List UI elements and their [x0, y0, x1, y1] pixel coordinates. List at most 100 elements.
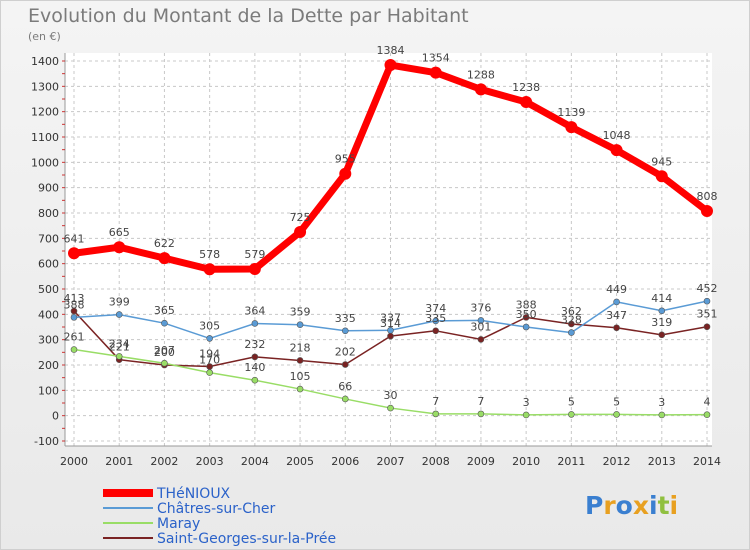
data-label: 337	[380, 311, 401, 324]
data-point	[477, 410, 485, 418]
data-point	[387, 404, 394, 412]
data-label: 362	[561, 305, 582, 318]
data-point	[251, 376, 259, 384]
data-label: 5	[613, 395, 620, 408]
data-point	[115, 353, 123, 360]
series	[68, 59, 713, 419]
data-point	[658, 307, 666, 315]
x-tick-label: 2003	[196, 455, 224, 468]
legend: THéNIOUXChâtres-sur-CherMaraySaint-Georg…	[103, 486, 336, 547]
logo-letter: P	[585, 491, 604, 520]
data-point	[429, 66, 442, 79]
data-point	[387, 332, 394, 340]
data-point	[477, 317, 485, 324]
legend-label: Saint-Georges-sur-la-Prée	[157, 531, 336, 547]
data-point	[520, 96, 533, 109]
data-label: 328	[561, 314, 582, 327]
y-tick-label: 200	[38, 359, 59, 372]
data-label: 335	[425, 312, 446, 325]
data-point	[522, 323, 530, 331]
data-point	[296, 385, 304, 393]
data-label: 7	[477, 395, 484, 408]
data-label: 622	[154, 237, 175, 250]
data-label: 1048	[603, 129, 631, 142]
data-label: 7	[432, 395, 439, 408]
data-point	[432, 327, 440, 335]
data-point	[613, 411, 620, 418]
data-point	[158, 252, 171, 265]
x-tick-label: 2001	[105, 455, 133, 468]
x-tick-label: 2008	[422, 455, 450, 468]
data-label: 449	[606, 283, 627, 296]
data-point	[206, 335, 213, 342]
x-tick-label: 2014	[693, 455, 721, 468]
x-tick-label: 2009	[467, 455, 495, 468]
data-point	[70, 314, 78, 321]
data-label: 808	[697, 190, 718, 203]
data-label: 452	[697, 282, 718, 295]
x-tick-label: 2007	[377, 455, 405, 468]
legend-label: THéNIOUX	[156, 486, 231, 502]
data-label: 351	[697, 308, 718, 321]
data-point	[610, 144, 623, 157]
data-label: 347	[606, 309, 627, 322]
x-tick-label: 2013	[648, 455, 676, 468]
data-label: 3	[658, 396, 665, 409]
data-point	[296, 357, 304, 364]
y-tick-label: 700	[38, 232, 59, 245]
data-label: 579	[244, 248, 265, 261]
data-label: 234	[109, 337, 130, 350]
data-point	[474, 83, 487, 96]
data-point	[568, 411, 575, 418]
data-label: 725	[290, 211, 311, 224]
data-label: 319	[651, 316, 672, 329]
data-point	[341, 395, 349, 403]
data-label: 207	[154, 344, 175, 357]
data-point	[522, 314, 530, 321]
data-label: 388	[516, 298, 537, 311]
data-label: 261	[64, 331, 85, 344]
data-point	[161, 359, 168, 367]
x-tick-label: 2006	[331, 455, 359, 468]
data-point	[384, 59, 397, 72]
data-label: 5	[568, 395, 575, 408]
x-tick-label: 2005	[286, 455, 314, 468]
data-label: 3	[523, 396, 530, 409]
data-point	[568, 329, 575, 336]
y-tick-label: 1100	[31, 131, 59, 144]
data-label: 578	[199, 248, 220, 261]
data-point	[568, 320, 575, 328]
data-point	[70, 307, 78, 315]
data-point	[701, 204, 713, 217]
data-label: 314	[380, 317, 401, 330]
data-label: 414	[651, 292, 672, 305]
data-label: 641	[64, 232, 85, 245]
data-point	[161, 319, 168, 327]
data-label: 4	[704, 396, 711, 409]
data-point	[703, 323, 711, 331]
data-label: 350	[516, 308, 537, 321]
data-label: 399	[109, 296, 130, 309]
data-label: 305	[199, 319, 220, 332]
data-point	[432, 317, 440, 325]
data-point	[203, 263, 216, 276]
data-point	[251, 353, 259, 361]
data-label: 1288	[467, 68, 495, 81]
x-tick-label: 2004	[241, 455, 269, 468]
y-tick-label: 300	[38, 334, 59, 347]
logo-letter: i	[649, 491, 658, 520]
proxiti-logo: Proxiti	[585, 491, 678, 520]
data-label: 140	[244, 361, 265, 374]
data-label: 232	[244, 338, 265, 351]
data-label: 301	[470, 320, 491, 333]
logo-letter: o	[615, 491, 633, 520]
plot-area	[65, 53, 712, 446]
data-label: 1139	[557, 106, 585, 119]
x-tick-label: 2012	[603, 455, 631, 468]
data-point	[248, 262, 261, 275]
data-point	[613, 324, 620, 332]
data-label: 202	[335, 345, 356, 358]
